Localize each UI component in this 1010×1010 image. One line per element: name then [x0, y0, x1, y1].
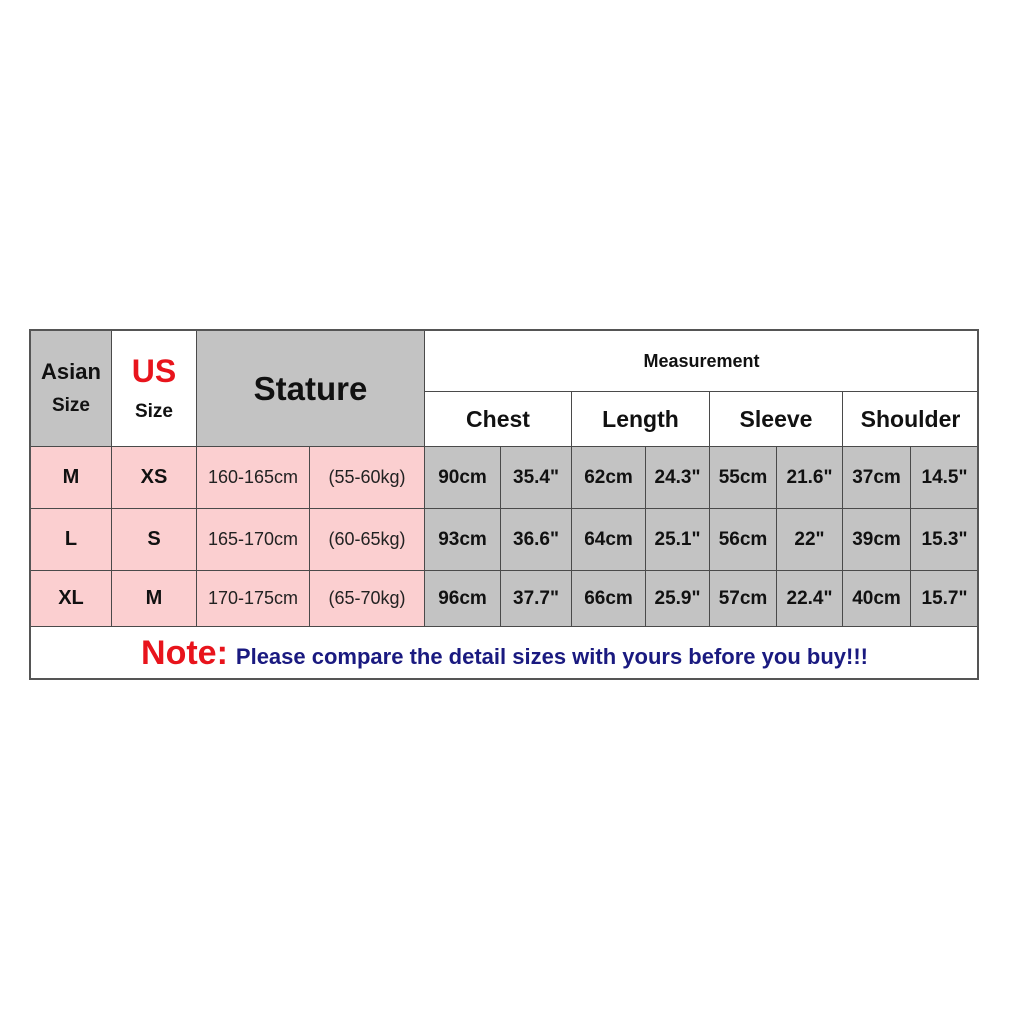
- header-shoulder: Shoulder: [842, 391, 979, 447]
- weight-cell: (60-65kg): [309, 508, 425, 571]
- height-cell: 165-170cm: [196, 508, 310, 571]
- header-sleeve: Sleeve: [709, 391, 843, 447]
- measurement-value-cell: 55cm: [709, 446, 777, 509]
- note-text: Please compare the detail sizes with you…: [235, 644, 868, 669]
- measurement-value-cell: 24.3": [645, 446, 710, 509]
- header-measurement: Measurement: [424, 330, 979, 392]
- asian-size-cell: M: [30, 446, 112, 509]
- measurement-value-cell: 93cm: [424, 508, 501, 571]
- measurement-value-cell: 35.4": [500, 446, 572, 509]
- height-cell: 160-165cm: [196, 446, 310, 509]
- measurement-value-cell: 56cm: [709, 508, 777, 571]
- us-size-cell: M: [111, 570, 197, 627]
- measurement-value-cell: 21.6": [776, 446, 843, 509]
- note-label: Note:: [141, 633, 228, 672]
- label-line-2: Size: [51, 395, 90, 417]
- header-length: Length: [571, 391, 710, 447]
- measurement-value-cell: 14.5": [910, 446, 979, 509]
- measurement-value-cell: 90cm: [424, 446, 501, 509]
- measurement-value-cell: 57cm: [709, 570, 777, 627]
- asian-size-cell: L: [30, 508, 112, 571]
- label-line-2: Size: [134, 400, 173, 422]
- measurement-value-cell: 66cm: [571, 570, 646, 627]
- header-asian-size: Asian Size: [30, 330, 112, 447]
- measurement-value-cell: 22.4": [776, 570, 843, 627]
- measurement-value-cell: 25.1": [645, 508, 710, 571]
- measurement-value-cell: 22": [776, 508, 843, 571]
- label-line-1: US: [131, 353, 177, 390]
- measurement-value-cell: 37.7": [500, 570, 572, 627]
- note-row: Note: Please compare the detail sizes wit…: [30, 626, 979, 680]
- measurement-value-cell: 64cm: [571, 508, 646, 571]
- measurement-value-cell: 96cm: [424, 570, 501, 627]
- us-size-cell: S: [111, 508, 197, 571]
- measurement-value-cell: 37cm: [842, 446, 911, 509]
- measurement-value-cell: 39cm: [842, 508, 911, 571]
- height-cell: 170-175cm: [196, 570, 310, 627]
- measurement-value-cell: 36.6": [500, 508, 572, 571]
- header-chest: Chest: [424, 391, 572, 447]
- header-us-size: US Size: [111, 330, 197, 447]
- asian-size-cell: XL: [30, 570, 112, 627]
- label-line-1: Asian: [41, 358, 101, 384]
- measurement-value-cell: 62cm: [571, 446, 646, 509]
- header-stature: Stature: [196, 330, 425, 447]
- us-size-cell: XS: [111, 446, 197, 509]
- weight-cell: (55-60kg): [309, 446, 425, 509]
- measurement-value-cell: 15.7": [910, 570, 979, 627]
- measurement-value-cell: 40cm: [842, 570, 911, 627]
- weight-cell: (65-70kg): [309, 570, 425, 627]
- measurement-value-cell: 25.9": [645, 570, 710, 627]
- measurement-value-cell: 15.3": [910, 508, 979, 571]
